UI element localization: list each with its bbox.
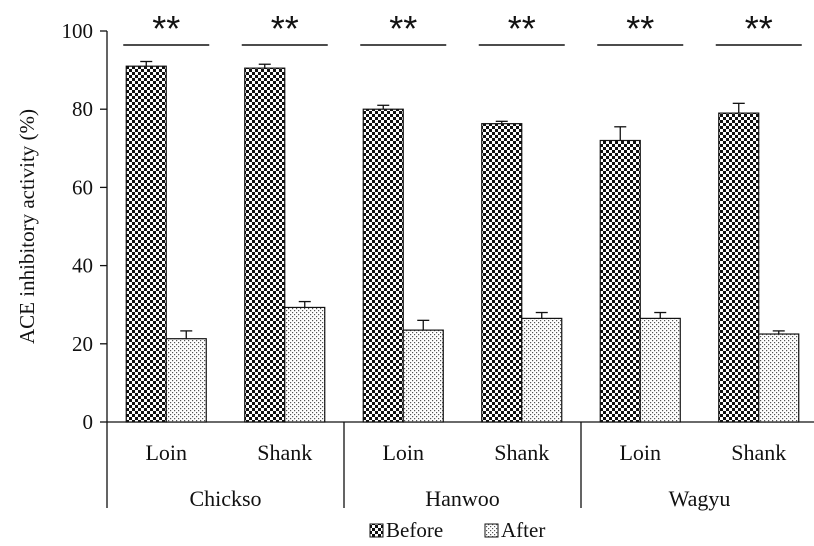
bar-after bbox=[521, 317, 563, 423]
bar-before bbox=[599, 139, 641, 423]
y-tick-label: 60 bbox=[72, 175, 93, 199]
bar-after bbox=[284, 306, 326, 423]
bar-before bbox=[362, 108, 404, 423]
significance-label: ** bbox=[626, 8, 654, 49]
legend-swatch-after bbox=[484, 523, 499, 538]
significance-label: ** bbox=[152, 8, 180, 49]
y-tick-label: 100 bbox=[62, 19, 94, 43]
significance-label: ** bbox=[745, 8, 773, 49]
y-tick-label: 20 bbox=[72, 332, 93, 356]
bar-before bbox=[718, 112, 760, 423]
legend-swatch-before bbox=[369, 523, 384, 538]
significance-label: ** bbox=[508, 8, 536, 49]
bar-after bbox=[165, 338, 207, 423]
legend-label-before: Before bbox=[386, 518, 443, 542]
bar-after bbox=[639, 317, 681, 423]
bar-before bbox=[125, 65, 167, 423]
y-tick-label: 40 bbox=[72, 254, 93, 278]
category-label: Shank bbox=[494, 440, 549, 465]
category-label: Loin bbox=[145, 440, 187, 465]
y-tick-label: 0 bbox=[83, 410, 94, 434]
bar-after bbox=[758, 333, 800, 423]
group-label: Chickso bbox=[189, 486, 261, 511]
y-axis-title: ACE inhibitory activity (%) bbox=[15, 109, 39, 344]
significance-label: ** bbox=[271, 8, 299, 49]
category-label: Shank bbox=[731, 440, 786, 465]
category-label: Loin bbox=[382, 440, 424, 465]
legend-label-after: After bbox=[501, 518, 545, 542]
bar-after bbox=[402, 329, 444, 423]
group-label: Wagyu bbox=[669, 486, 731, 511]
significance-label: ** bbox=[389, 8, 417, 49]
bar-before bbox=[481, 123, 523, 423]
category-label: Loin bbox=[619, 440, 661, 465]
group-label: Hanwoo bbox=[425, 486, 500, 511]
bar-before bbox=[244, 67, 286, 423]
category-label: Shank bbox=[257, 440, 312, 465]
y-tick-label: 80 bbox=[72, 97, 93, 121]
